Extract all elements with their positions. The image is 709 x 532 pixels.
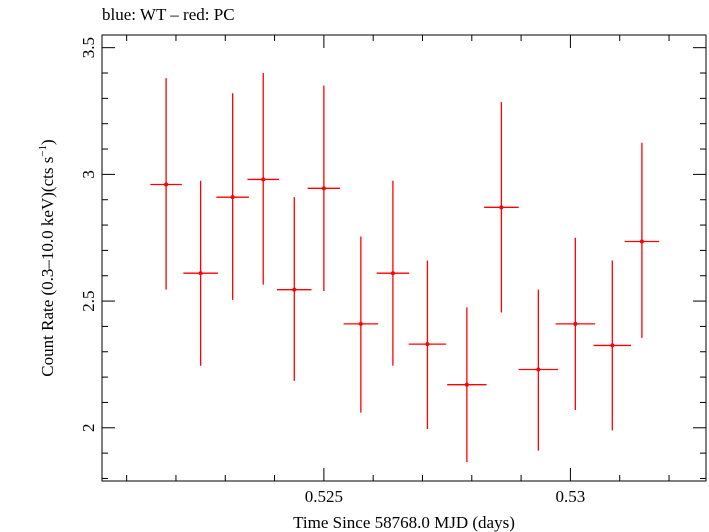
point-marker <box>321 186 326 191</box>
tick-labels: 2 2.5 3 3.5 0.525 0.53 <box>79 37 585 506</box>
point-marker <box>390 271 395 276</box>
y-tick-label: 2 <box>79 424 98 433</box>
point-marker <box>230 195 235 200</box>
data-point <box>216 93 249 300</box>
data-point <box>376 180 410 366</box>
point-marker <box>198 271 203 276</box>
data-points <box>150 73 660 462</box>
y-tick-label: 3.5 <box>79 37 98 58</box>
data-point <box>343 236 379 413</box>
data-point <box>307 85 341 291</box>
y-axis-label-main: Count Rate (0.3–10.0 keV)(cts s <box>38 157 57 377</box>
data-point <box>593 260 632 431</box>
y-tick-label: 3 <box>79 170 98 179</box>
point-marker <box>358 321 363 326</box>
x-tick-label: 0.53 <box>556 487 586 506</box>
data-point <box>183 180 218 366</box>
point-marker <box>610 343 615 348</box>
data-point <box>447 307 487 462</box>
point-marker <box>639 239 644 244</box>
point-marker <box>573 321 578 326</box>
y-axis-label: Count Rate (0.3–10.0 keV)(cts s−1) <box>37 139 57 376</box>
data-point <box>408 260 447 430</box>
data-point <box>277 197 312 381</box>
point-marker <box>464 382 469 387</box>
y-axis-label-sup: −1 <box>37 145 49 157</box>
data-point <box>150 78 182 290</box>
axis-ticks <box>102 35 706 481</box>
point-marker <box>425 342 430 347</box>
point-marker <box>261 177 266 182</box>
x-axis-label: Time Since 58768.0 MJD (days) <box>293 513 515 532</box>
y-tick-label: 2.5 <box>79 290 98 311</box>
y-axis-label-end: ) <box>38 139 57 145</box>
x-tick-label: 0.525 <box>305 487 343 506</box>
point-marker <box>499 205 504 210</box>
point-marker <box>292 287 297 292</box>
data-point <box>518 289 559 451</box>
plot-frame <box>101 34 707 482</box>
data-point <box>484 102 519 313</box>
point-marker <box>536 367 541 372</box>
data-point <box>624 142 660 338</box>
data-point <box>247 73 280 285</box>
data-point <box>555 237 596 411</box>
chart-title: blue: WT – red: PC <box>102 5 235 24</box>
point-marker <box>164 182 169 187</box>
